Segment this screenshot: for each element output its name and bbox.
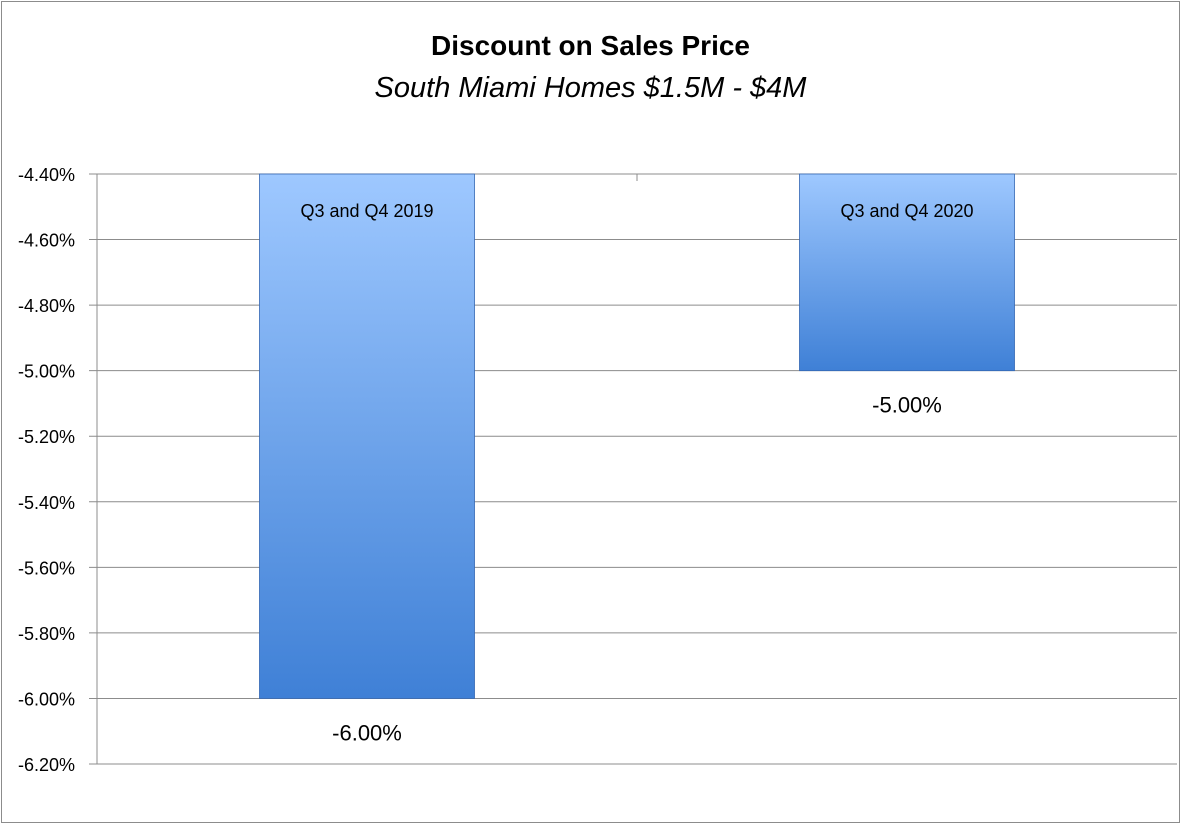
labels: Q3 and Q4 2019 -6.00% Q3 and Q4 2020 -5.00% [300, 201, 973, 745]
y-tick-label: -4.40% [18, 165, 75, 185]
chart-title: Discount on Sales Price [431, 30, 750, 61]
y-tick-label: -6.20% [18, 755, 75, 775]
data-label: -6.00% [332, 720, 402, 745]
bar [259, 173, 475, 699]
y-axis: -4.40% -4.60% -4.80% -5.00% -5.20% -5.40% -5.6… [18, 165, 638, 775]
y-tick-label: -5.40% [18, 493, 75, 513]
y-tick-label: -4.60% [18, 231, 75, 251]
category-label: Q3 and Q4 2020 [840, 201, 973, 221]
y-tick-label: -6.00% [18, 689, 75, 709]
data-label: -5.00% [872, 393, 942, 418]
y-tick-label: -5.00% [18, 362, 75, 382]
y-tick-label: -4.80% [18, 296, 75, 316]
chart-subtitle: South Miami Homes $1.5M - $4M [374, 72, 807, 104]
bars [259, 173, 1015, 699]
category-label: Q3 and Q4 2019 [300, 201, 433, 221]
bar [799, 173, 1015, 372]
y-tick-label: -5.20% [18, 427, 75, 447]
y-tick-label: -5.80% [18, 624, 75, 644]
y-tick-label: -5.60% [18, 558, 75, 578]
